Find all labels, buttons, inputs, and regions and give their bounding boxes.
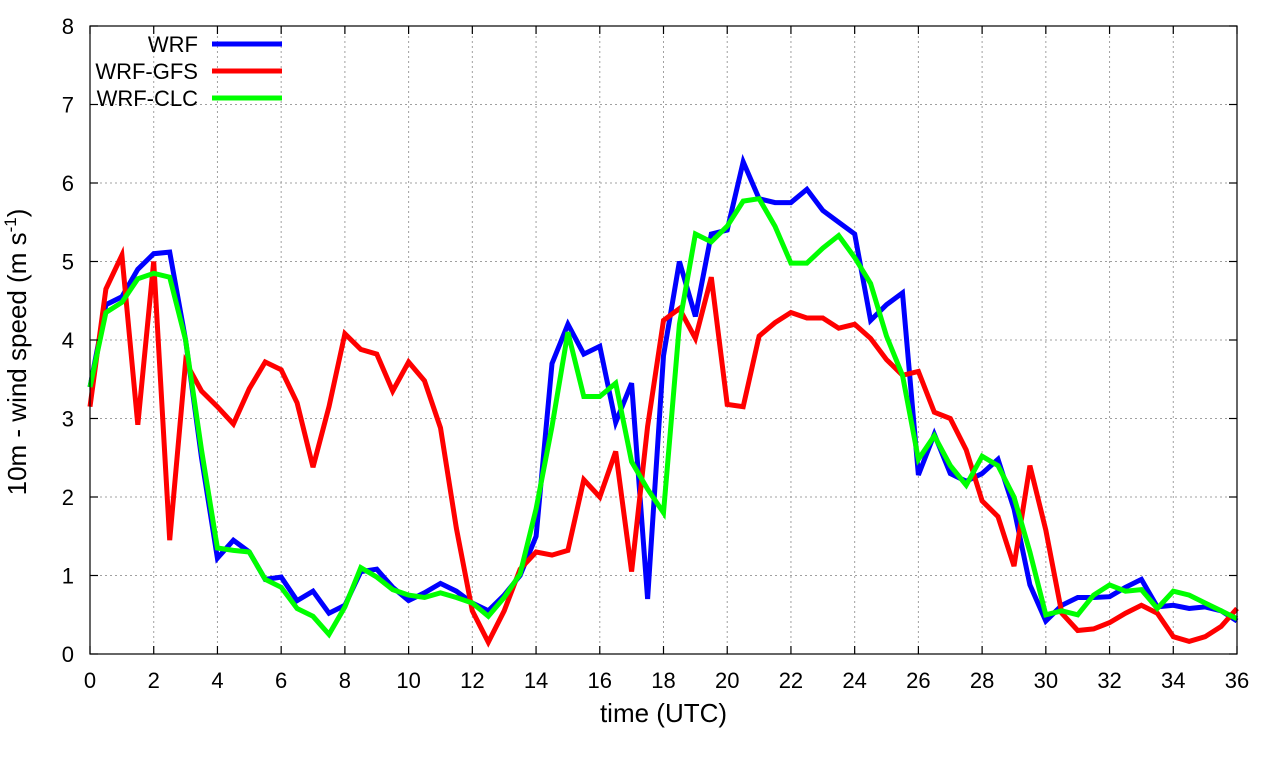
legend-label-wrf-gfs: WRF-GFS	[95, 59, 198, 84]
legend-label-wrf-clc: WRF-CLC	[97, 86, 199, 111]
x-tick-label: 20	[715, 668, 739, 693]
y-tick-label: 6	[62, 171, 74, 196]
x-tick-label: 32	[1097, 668, 1121, 693]
y-tick-label: 8	[62, 14, 74, 39]
x-tick-label: 24	[842, 668, 866, 693]
x-tick-label: 10	[396, 668, 420, 693]
x-tick-label: 26	[906, 668, 930, 693]
grid-lines	[90, 26, 1237, 654]
x-tick-label: 28	[970, 668, 994, 693]
y-tick-label: 1	[62, 564, 74, 589]
plot-frame	[89, 25, 1238, 655]
x-tick-label: 16	[588, 668, 612, 693]
series-line-wrf	[87, 153, 1239, 626]
x-tick-label: 14	[524, 668, 548, 693]
x-tick-labels: 0 2 4 6 8 10 12 14 16 18 20 22 24 26 28 30 32 34 36	[84, 668, 1249, 693]
x-tick-label: 2	[148, 668, 160, 693]
y-axis-title: 10m - wind speed (m s-1)	[1, 209, 32, 496]
x-tick-label: 34	[1161, 668, 1185, 693]
legend-label-wrf: WRF	[148, 32, 198, 57]
y-axis-title-superscript: -1	[1, 217, 20, 232]
x-tick-label: 30	[1034, 668, 1058, 693]
x-tick-label: 18	[651, 668, 675, 693]
x-tick-label: 22	[779, 668, 803, 693]
y-tick-label: 7	[62, 93, 74, 118]
y-tick-label: 4	[62, 328, 74, 353]
x-tick-label: 6	[275, 668, 287, 693]
x-tick-label: 0	[84, 668, 96, 693]
series-line-wrf-gfs	[87, 245, 1239, 648]
series-lines	[87, 153, 1239, 648]
x-tick-label: 8	[339, 668, 351, 693]
x-tick-label: 36	[1225, 668, 1249, 693]
x-axis-title: time (UTC)	[600, 698, 727, 728]
x-tick-label: 4	[211, 668, 223, 693]
y-axis-title-tail: )	[2, 209, 32, 218]
y-tick-label: 3	[62, 407, 74, 432]
y-axis-title-main: 10m - wind speed (m s	[2, 232, 32, 495]
y-tick-label: 0	[62, 642, 74, 667]
axis-ticks	[89, 25, 1238, 655]
y-tick-label: 5	[62, 250, 74, 275]
y-tick-label: 2	[62, 485, 74, 510]
x-tick-label: 12	[460, 668, 484, 693]
y-tick-labels: 0 1 2 3 4 5 6 7 8	[62, 14, 74, 667]
series-line-wrf-clc	[87, 195, 1239, 639]
